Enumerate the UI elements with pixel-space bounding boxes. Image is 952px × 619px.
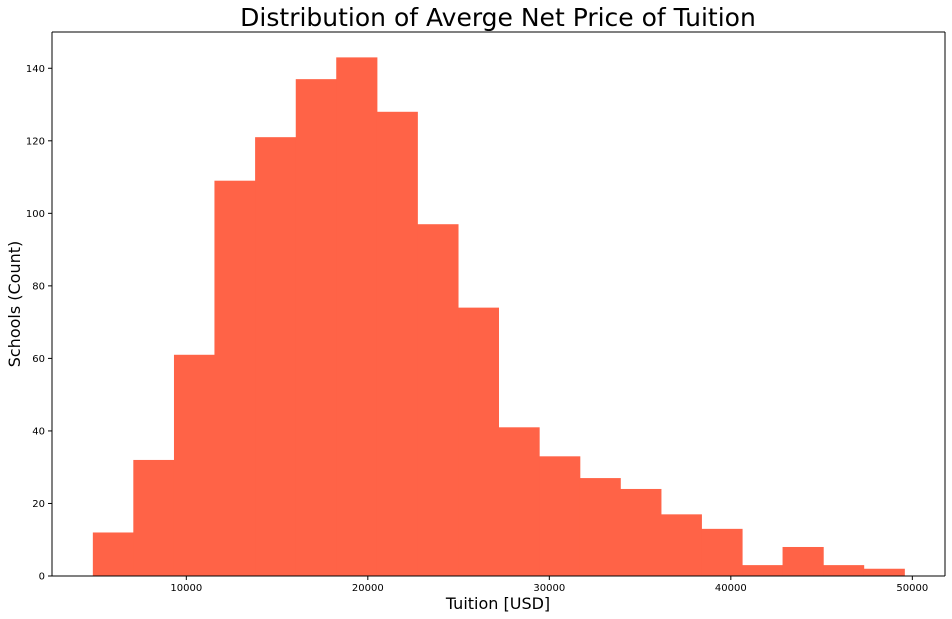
bars-group [92, 57, 905, 577]
histogram-bar [214, 180, 256, 576]
x-ticks-group: 10000 20000 30000 40000 50000 [170, 576, 928, 594]
histogram-bar [782, 546, 824, 576]
y-axis-label: Schools (Count) [5, 241, 24, 368]
y-tick-label: 20 [32, 499, 45, 510]
histogram-bar [417, 224, 459, 577]
y-tick-label: 80 [32, 281, 45, 292]
histogram-bar [498, 427, 540, 576]
histogram-bar [376, 111, 418, 576]
histogram-bar [823, 565, 865, 576]
y-tick-label: 0 [39, 572, 45, 583]
y-tick-label: 40 [32, 426, 45, 437]
y-tick-label: 100 [26, 209, 45, 220]
histogram-bar [336, 57, 378, 577]
x-tick-label: 10000 [170, 583, 202, 594]
y-ticks-group: 0 20 40 60 80 100 120 140 [26, 64, 52, 583]
histogram-bar [92, 532, 134, 576]
y-tick-label: 140 [26, 64, 45, 75]
x-tick-label: 50000 [896, 583, 928, 594]
histogram-bar [863, 568, 905, 576]
x-tick-label: 20000 [352, 583, 384, 594]
histogram-bar [295, 79, 337, 576]
x-axis-label: Tuition [USD] [445, 594, 550, 613]
histogram-bar [458, 307, 499, 576]
histogram-bar [539, 456, 581, 576]
y-tick-label: 120 [26, 136, 45, 147]
histogram-bar [579, 478, 621, 576]
histogram-bar [173, 354, 215, 576]
histogram-bar [133, 459, 175, 576]
histogram-bar [620, 488, 662, 576]
chart-title: Distribution of Averge Net Price of Tuit… [240, 3, 756, 32]
x-tick-label: 30000 [533, 583, 565, 594]
axes-group [51, 31, 946, 577]
histogram-bar [255, 137, 297, 576]
histogram-bar [660, 514, 702, 576]
y-tick-label: 60 [32, 354, 45, 365]
x-tick-label: 40000 [715, 583, 747, 594]
histogram-bar [742, 565, 784, 576]
histogram-bar [701, 528, 743, 576]
